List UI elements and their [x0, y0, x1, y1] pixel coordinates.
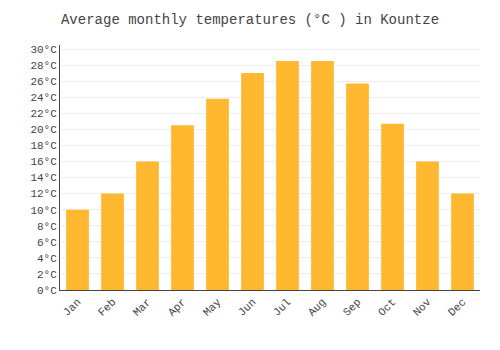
svg-text:18°C: 18°C	[30, 140, 57, 152]
svg-text:0°C: 0°C	[37, 285, 57, 297]
svg-text:Aug: Aug	[306, 296, 328, 318]
svg-text:2°C: 2°C	[37, 269, 57, 281]
svg-text:Feb: Feb	[96, 296, 118, 318]
svg-text:Jan: Jan	[61, 296, 83, 318]
svg-text:16°C: 16°C	[30, 156, 57, 168]
svg-text:Mar: Mar	[131, 296, 153, 318]
svg-text:Oct: Oct	[376, 296, 398, 318]
svg-text:30°C: 30°C	[30, 44, 57, 56]
svg-text:8°C: 8°C	[37, 221, 57, 233]
svg-text:Dec: Dec	[446, 296, 468, 318]
svg-text:28°C: 28°C	[30, 60, 57, 72]
svg-text:May: May	[201, 296, 224, 319]
svg-text:24°C: 24°C	[30, 92, 57, 104]
svg-text:4°C: 4°C	[37, 253, 57, 265]
svg-text:12°C: 12°C	[30, 188, 57, 200]
svg-text:26°C: 26°C	[30, 76, 57, 88]
svg-text:14°C: 14°C	[30, 172, 57, 184]
svg-text:Jun: Jun	[236, 296, 258, 318]
svg-text:10°C: 10°C	[30, 205, 57, 217]
svg-text:Average monthly temperatures (: Average monthly temperatures (°C ) in Ko…	[61, 12, 439, 28]
svg-text:Nov: Nov	[411, 296, 434, 319]
svg-text:Jul: Jul	[271, 296, 293, 318]
svg-text:Apr: Apr	[166, 296, 188, 318]
svg-text:Sep: Sep	[341, 296, 363, 318]
svg-text:22°C: 22°C	[30, 108, 57, 120]
svg-text:6°C: 6°C	[37, 237, 57, 249]
svg-text:20°C: 20°C	[30, 124, 57, 136]
